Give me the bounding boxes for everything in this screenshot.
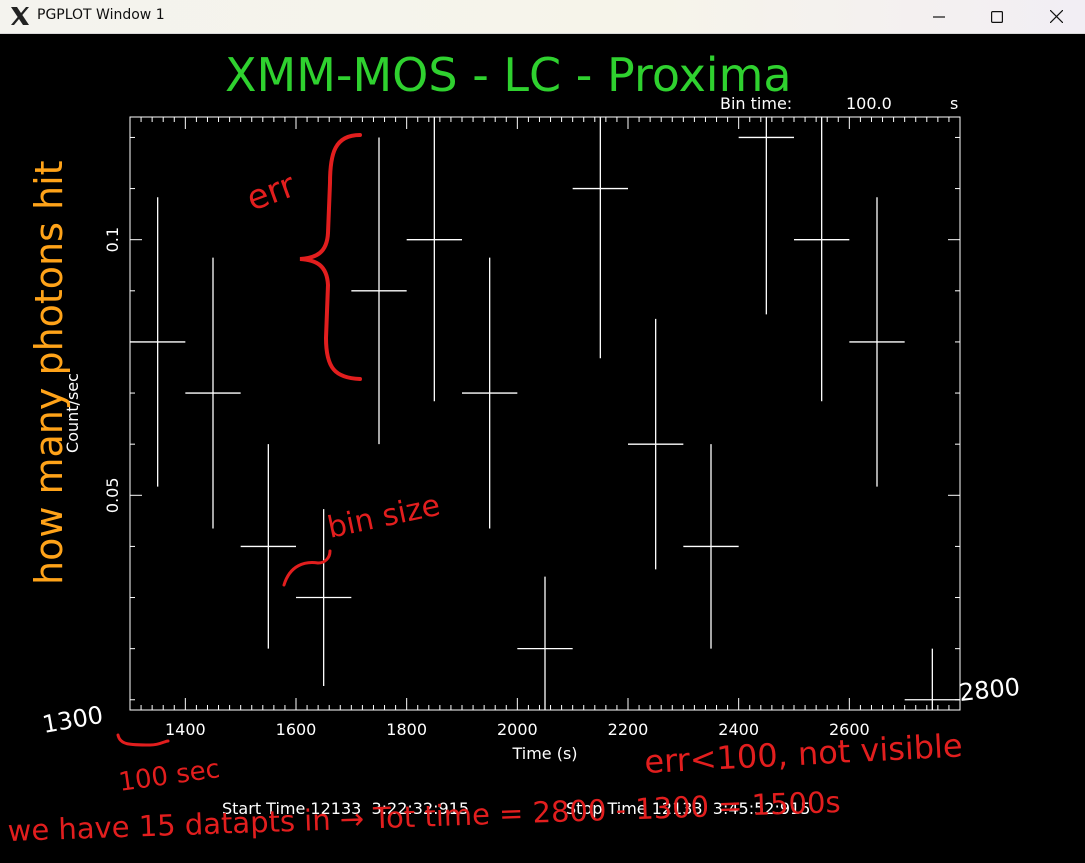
annotation-err: err — [241, 165, 300, 219]
data-point — [296, 509, 352, 686]
data-point — [904, 648, 960, 710]
start-time: Start Time 12133 3:22:32:915 — [222, 799, 469, 818]
x-tick-label: 2600 — [829, 720, 870, 739]
data-point — [406, 117, 462, 402]
stop-time: Stop Time 12133 3:45:52:915 — [566, 799, 810, 818]
data-point — [849, 197, 905, 487]
x-tick-label: 1800 — [386, 720, 427, 739]
minimize-button[interactable] — [910, 0, 968, 33]
data-point — [628, 318, 684, 570]
bin-time-value: 100.0 — [846, 94, 892, 113]
annotation-brace — [299, 133, 362, 381]
annotation-x-end: 2800 — [958, 673, 1022, 707]
data-point — [130, 197, 186, 487]
data-point — [185, 257, 241, 529]
annotation-100sec-bracket — [116, 733, 170, 747]
title-bar: PGPLOT Window 1 — [0, 0, 1085, 34]
maximize-button[interactable] — [968, 0, 1026, 33]
annotation-photons: how many photons hit — [27, 160, 71, 585]
light-curve-chart: 1400 1600 1800 2000 2200 2400 2600 0.05 0.1 Time… — [7, 48, 1022, 848]
annotation-bin-arrow — [282, 549, 332, 587]
maximize-icon — [991, 10, 1003, 23]
y-axis-label: Count/sec — [63, 373, 82, 453]
data-point — [240, 444, 296, 649]
annotation-x-start: 1300 — [40, 701, 105, 739]
bin-time-unit: s — [950, 94, 958, 113]
x-tick-label: 2000 — [497, 720, 538, 739]
close-icon — [1049, 10, 1063, 23]
x11-icon — [11, 7, 29, 25]
y-tick-label: 0.1 — [103, 227, 122, 252]
annotation-err-note: err<100, not visible — [643, 726, 963, 781]
data-point — [738, 117, 794, 315]
x-axis-label: Time (s) — [511, 744, 577, 763]
x-tick-label: 2200 — [608, 720, 649, 739]
data-point — [517, 576, 573, 710]
annotation-100-sec: 100 sec — [117, 754, 222, 798]
x-tick-label: 1400 — [165, 720, 206, 739]
annotation-bin-size: bin size — [324, 488, 443, 546]
data-point — [351, 137, 407, 445]
window-title: PGPLOT Window 1 — [37, 7, 165, 23]
plot-canvas: 1400 1600 1800 2000 2200 2400 2600 0.05 0.1 Time… — [0, 33, 1085, 863]
x-tick-label: 2400 — [718, 720, 759, 739]
close-button[interactable] — [1027, 0, 1085, 33]
data-point — [794, 117, 850, 402]
data-point — [462, 257, 518, 529]
data-point — [683, 444, 739, 649]
bin-time-label: Bin time: — [720, 94, 792, 113]
x-tick-label: 1600 — [276, 720, 317, 739]
data-point — [572, 117, 628, 359]
y-tick-label: 0.05 — [103, 477, 122, 513]
minimize-icon — [933, 15, 945, 18]
annotation-title: XMM-MOS - LC - Proxima — [225, 48, 792, 102]
